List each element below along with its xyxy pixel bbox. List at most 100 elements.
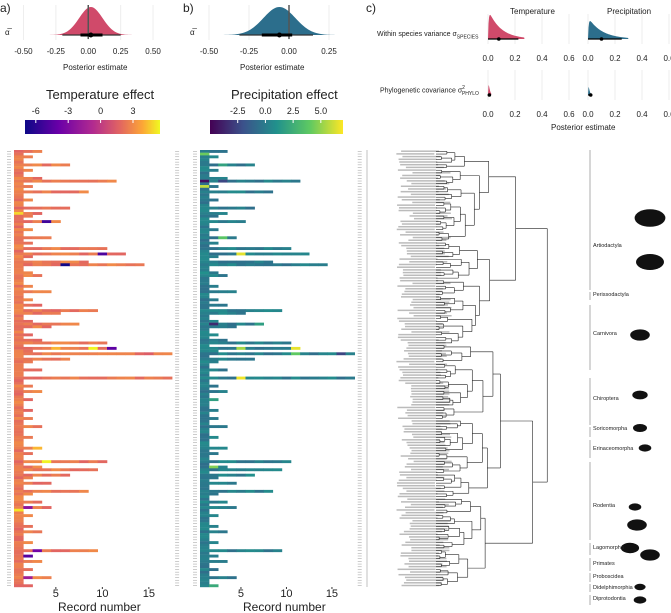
row-label-species: Within species variance σSPECIES	[377, 31, 478, 41]
temperature-heatmap-cell	[14, 174, 24, 178]
temperature-heatmap-cell	[51, 460, 61, 464]
precipitation-heatmap-cell	[209, 309, 219, 313]
species-label	[402, 155, 441, 158]
species-label	[412, 172, 451, 174]
temperature-heatmap-cell	[51, 311, 61, 315]
precipitation-heatmap-cell	[263, 252, 274, 256]
precipitation-heatmap-cell	[209, 176, 219, 180]
species-label	[400, 455, 439, 457]
temperature-heatmap-cell	[14, 222, 24, 226]
species-label	[402, 487, 441, 490]
precipitation-heatmap-cell	[200, 171, 210, 175]
precipitation-heatmap-cell	[254, 190, 264, 194]
precipitation-heatmap-cell	[254, 346, 264, 350]
precipitation-heatmap-cell	[200, 492, 210, 496]
temperature-heatmap-cell	[14, 193, 24, 197]
precipitation-heatmap-cell	[200, 209, 210, 213]
temperature-heatmap-cell	[41, 252, 52, 256]
precipitation-heatmap-cell	[200, 282, 210, 286]
precipitation-heatmap-cell	[200, 255, 210, 259]
precipitation-heatmap-cell	[254, 263, 264, 267]
precipitation-heatmap-cell	[218, 341, 228, 345]
precipitation-heatmap-cell	[236, 260, 246, 264]
temperature-heatmap-cell	[14, 554, 24, 558]
temperature-heatmap-cell	[79, 352, 89, 356]
precipitation-heatmap-cell	[209, 506, 219, 509]
species-label	[400, 163, 439, 166]
elephant-silhouette-icon	[640, 549, 660, 561]
temperature-heatmap-cell	[41, 468, 52, 472]
precipitation-heatmap-cell	[218, 549, 228, 553]
precipitation-heatmap-cell	[236, 206, 246, 210]
temperature-legend-tick: -3	[64, 106, 73, 116]
temperature-heatmap-cell	[14, 425, 24, 429]
species-label	[401, 584, 440, 587]
precipitation-heatmap-cell	[209, 271, 219, 275]
temperature-heatmap-cell	[14, 344, 24, 348]
precipitation-heatmap-cell	[236, 352, 246, 356]
temperature-heatmap-cell	[14, 166, 24, 170]
species-label	[399, 277, 438, 279]
precipitation-heatmap-cell	[200, 263, 210, 267]
temperature-heatmap-cell	[32, 576, 43, 580]
precipitation-heatmap-cell	[272, 247, 283, 251]
temperature-heatmap-cell	[144, 352, 154, 356]
precipitation-heatmap-cell	[336, 352, 346, 356]
precipitation-heatmap-cell	[218, 352, 228, 356]
precipitation-heatmap-cell	[218, 325, 228, 329]
temperature-heatmap-cell	[88, 376, 98, 380]
row-label-phylo-sub: PHYLO	[461, 90, 479, 97]
species-label	[400, 552, 439, 554]
c-xtick: 0.0	[582, 54, 594, 63]
temperature-heatmap-cell	[14, 500, 24, 504]
precipitation-heatmap-cell	[200, 233, 210, 237]
c-phylo-precip-density	[588, 86, 591, 95]
temperature-heatmap-cell	[14, 249, 24, 253]
precipitation-heatmap-cell	[200, 557, 210, 561]
precipitation-heatmap-cell	[200, 433, 210, 437]
c-xtick: 0.4	[636, 110, 648, 119]
species-label	[411, 404, 450, 406]
row-label-species-text: Within species variance σ	[377, 31, 457, 38]
order-label: Primates	[593, 561, 615, 567]
order-label: Chiroptera	[593, 396, 619, 402]
species-label	[407, 341, 446, 344]
temperature-heatmap-cell	[125, 352, 136, 356]
temperature-heatmap-cell	[125, 376, 136, 380]
temperature-heatmap-cell	[14, 414, 24, 418]
precipitation-heatmap-cell	[263, 376, 274, 380]
species-label	[410, 538, 449, 541]
precipitation-heatmap-cell	[200, 206, 210, 210]
temperature-heatmap-cell	[32, 163, 43, 167]
precipitation-heatmap-cell	[200, 554, 210, 558]
precipitation-heatmap-cell	[200, 185, 210, 188]
precipitation-heatmap-cell	[218, 357, 228, 361]
precipitation-heatmap-cell	[227, 468, 237, 472]
species-label	[408, 355, 447, 357]
precipitation-heatmap-cell	[227, 179, 237, 183]
temperature-heatmap-cell	[32, 530, 43, 534]
precipitation-heatmap-cell	[200, 160, 210, 164]
precipitation-heatmap-cell	[209, 465, 219, 469]
precipitation-heatmap-cell	[200, 168, 210, 172]
species-label	[404, 563, 443, 565]
temperature-heatmap-cell	[51, 468, 61, 472]
x-axis-title-heatmap-a: Record number	[58, 600, 141, 613]
precipitation-heatmap-cell	[209, 346, 219, 350]
precipitation-heatmap-cell	[200, 319, 210, 323]
precipitation-heatmap-cell	[254, 247, 264, 251]
c-species-temp-mean-point	[497, 37, 501, 41]
species-label	[408, 536, 447, 538]
precipitation-heatmap-cell	[236, 190, 246, 194]
panel-a-xtick: 0.00	[80, 47, 97, 56]
temperature-heatmap-cell	[88, 247, 98, 251]
temperature-heatmap-cell	[23, 333, 33, 337]
precipitation-heatmap-cell	[218, 247, 228, 251]
temperature-heatmap-cell	[14, 263, 24, 267]
temperature-heatmap-cell	[14, 279, 24, 283]
temperature-heatmap-cell	[23, 252, 33, 256]
precipitation-heatmap-cell	[236, 357, 246, 361]
precipitation-heatmap-cell	[200, 408, 210, 412]
temperature-legend-tick: -6	[31, 106, 40, 116]
temperature-heatmap-cell	[23, 560, 33, 563]
